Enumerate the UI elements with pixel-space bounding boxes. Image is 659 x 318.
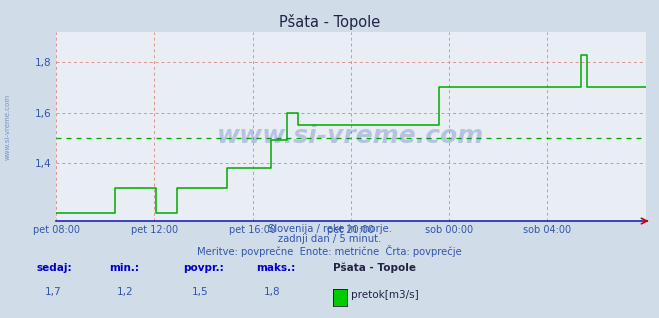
Text: www.si-vreme.com: www.si-vreme.com [5, 94, 11, 160]
Text: 1,7: 1,7 [44, 287, 61, 297]
Text: min.:: min.: [109, 263, 139, 273]
Text: 1,5: 1,5 [191, 287, 208, 297]
Text: 1,8: 1,8 [264, 287, 281, 297]
Text: sedaj:: sedaj: [36, 263, 72, 273]
Text: zadnji dan / 5 minut.: zadnji dan / 5 minut. [278, 234, 381, 244]
Text: Meritve: povprečne  Enote: metrične  Črta: povprečje: Meritve: povprečne Enote: metrične Črta:… [197, 245, 462, 257]
Text: Pšata - Topole: Pšata - Topole [333, 262, 416, 273]
Text: maks.:: maks.: [256, 263, 295, 273]
Text: Slovenija / reke in morje.: Slovenija / reke in morje. [268, 224, 391, 234]
Text: povpr.:: povpr.: [183, 263, 224, 273]
Text: 1,2: 1,2 [117, 287, 134, 297]
Text: pretok[m3/s]: pretok[m3/s] [351, 290, 419, 300]
Text: www.si-vreme.com: www.si-vreme.com [217, 124, 484, 148]
Text: Pšata - Topole: Pšata - Topole [279, 14, 380, 30]
